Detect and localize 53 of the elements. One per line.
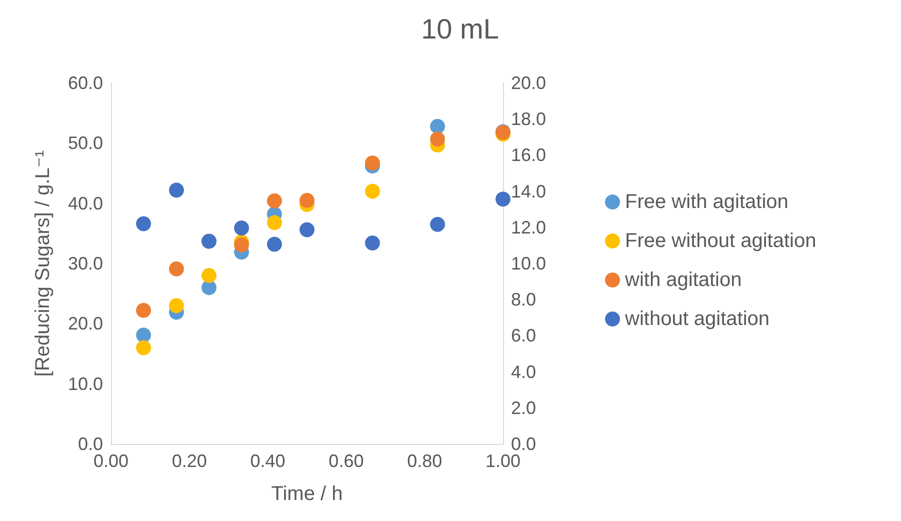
y2-tick-label: 10.0 xyxy=(511,254,546,274)
point xyxy=(496,192,510,207)
point xyxy=(300,192,314,208)
point xyxy=(234,237,250,252)
x-tick-label: 0.60 xyxy=(328,451,364,471)
y2-tick-label: 4.0 xyxy=(511,362,536,382)
point xyxy=(430,131,446,146)
y2-tick-label: 2.0 xyxy=(511,398,536,418)
point xyxy=(430,118,446,134)
y-tick-label: 50.0 xyxy=(68,133,103,154)
y-tick-label: 20.0 xyxy=(68,314,103,334)
x-tick-label: 0.80 xyxy=(407,451,442,471)
point xyxy=(136,216,152,232)
y-tick-label: 0.0 xyxy=(78,434,103,454)
point xyxy=(136,328,152,343)
point xyxy=(168,261,184,276)
legend-label: Free without agitation xyxy=(625,230,816,252)
y2-tick-label: 16.0 xyxy=(511,145,546,166)
point xyxy=(364,156,380,171)
chart-title: 10 mL xyxy=(421,14,499,44)
point xyxy=(136,340,152,356)
y-tick-label: 10.0 xyxy=(68,374,103,394)
point xyxy=(136,302,152,318)
y2-tick-label: 8.0 xyxy=(511,290,536,310)
y-tick-label: 40.0 xyxy=(68,193,103,214)
legend-label: without agitation xyxy=(624,308,770,330)
point xyxy=(364,184,380,199)
legend-label: with agitation xyxy=(624,269,742,291)
point xyxy=(266,193,282,208)
point xyxy=(168,298,184,314)
point xyxy=(364,236,380,251)
x-tick-label: 1.00 xyxy=(485,451,521,471)
y-axis-title: [Reducing Sugars] / g.L⁻¹ xyxy=(32,150,54,377)
x-tick-label: 0.20 xyxy=(172,451,207,471)
point xyxy=(300,222,314,238)
y2-tick-label: 20.0 xyxy=(511,73,546,93)
y2-tick-label: 12.0 xyxy=(511,217,546,238)
x-axis-title: Time / h xyxy=(271,483,343,505)
point xyxy=(202,268,216,284)
point xyxy=(234,220,250,236)
y2-tick-label: 14.0 xyxy=(511,181,546,202)
point xyxy=(168,182,184,198)
y-tick-label: 30.0 xyxy=(68,254,103,274)
y-tick-label: 60.0 xyxy=(68,73,103,93)
point xyxy=(266,236,282,252)
x-tick-label: 0.40 xyxy=(250,451,286,471)
y2-tick-label: 0.0 xyxy=(511,434,536,454)
point xyxy=(430,216,446,232)
x-tick-label: 0.00 xyxy=(93,451,129,471)
y2-tick-label: 18.0 xyxy=(511,109,546,130)
legend-label: Free with agitation xyxy=(625,191,788,213)
y2-tick-label: 6.0 xyxy=(511,326,536,346)
point xyxy=(266,215,282,230)
